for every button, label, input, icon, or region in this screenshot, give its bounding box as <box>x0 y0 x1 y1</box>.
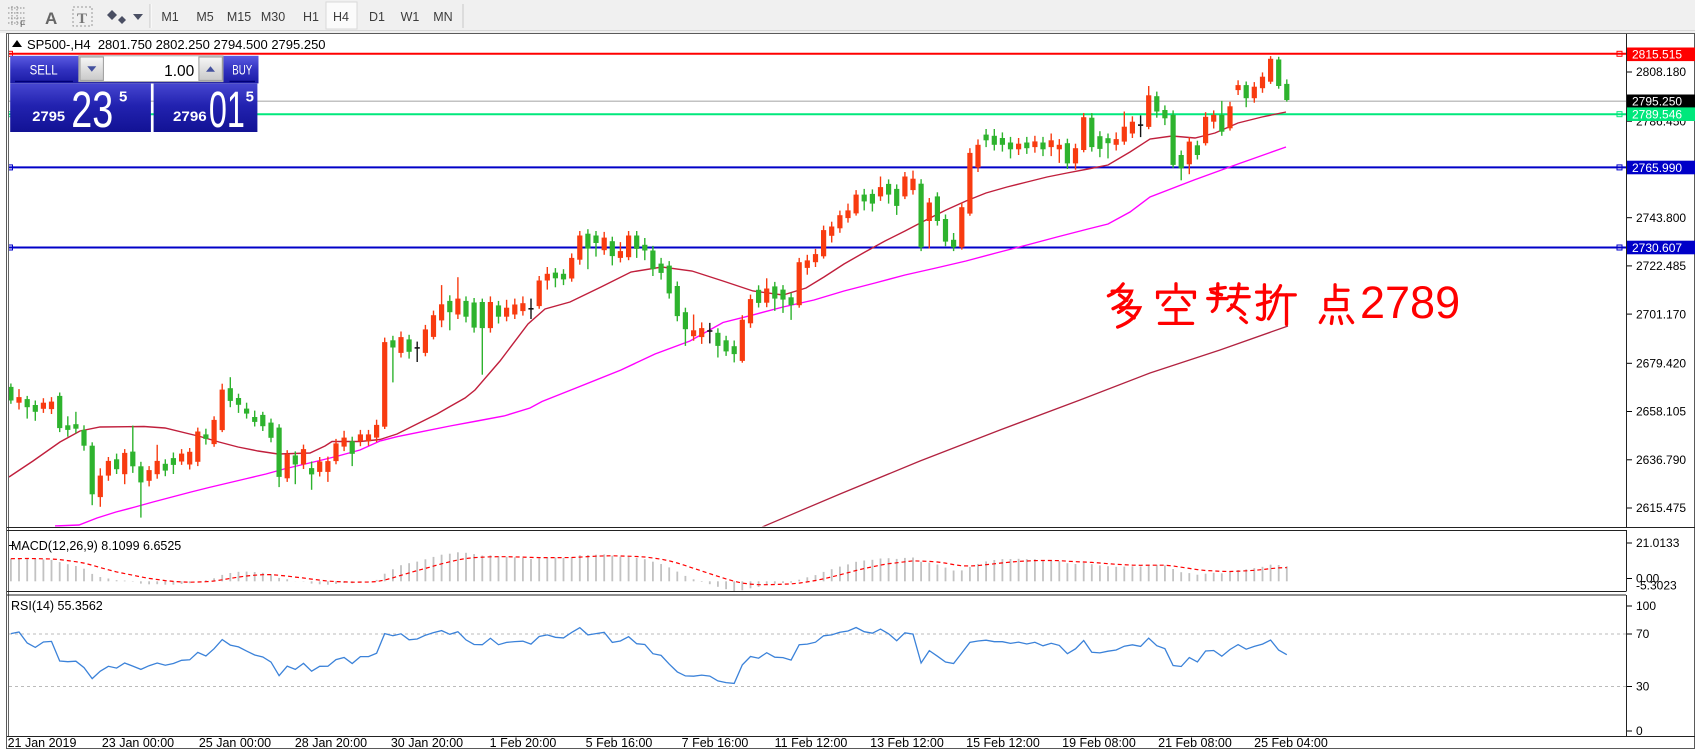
svg-text:2796: 2796 <box>173 108 207 124</box>
svg-text:W1: W1 <box>401 10 420 24</box>
svg-text:5: 5 <box>246 88 254 105</box>
svg-text:30 Jan 20:00: 30 Jan 20:00 <box>391 736 463 749</box>
svg-text:2808.180: 2808.180 <box>1636 65 1686 79</box>
svg-text:30: 30 <box>1636 680 1650 694</box>
svg-text:BUY: BUY <box>232 62 252 78</box>
svg-text:2795.250: 2795.250 <box>1632 95 1682 109</box>
svg-text:28 Jan 20:00: 28 Jan 20:00 <box>295 736 367 749</box>
svg-text:SELL: SELL <box>30 62 58 78</box>
svg-text:5 Feb 16:00: 5 Feb 16:00 <box>586 736 653 749</box>
svg-text:11 Feb 12:00: 11 Feb 12:00 <box>775 736 848 749</box>
svg-text:D1: D1 <box>369 10 385 24</box>
svg-text:2795: 2795 <box>32 108 65 124</box>
svg-text:23 Jan 00:00: 23 Jan 00:00 <box>102 736 174 749</box>
svg-text:-5.3023: -5.3023 <box>1636 579 1677 593</box>
svg-text:7 Feb 16:00: 7 Feb 16:00 <box>682 736 749 749</box>
svg-text:21 Jan 2019: 21 Jan 2019 <box>8 736 77 749</box>
svg-text:25 Feb 04:00: 25 Feb 04:00 <box>1254 736 1328 749</box>
svg-text:0: 0 <box>1636 724 1643 738</box>
svg-text:A: A <box>45 9 57 28</box>
svg-text:19 Feb 08:00: 19 Feb 08:00 <box>1062 736 1136 749</box>
svg-text:MACD(12,26,9) 8.1099 6.6525: MACD(12,26,9) 8.1099 6.6525 <box>11 539 181 553</box>
svg-text:M1: M1 <box>161 10 178 24</box>
svg-text:2658.105: 2658.105 <box>1636 405 1686 419</box>
svg-text:100: 100 <box>1636 599 1656 613</box>
svg-text:T: T <box>77 11 87 27</box>
svg-text:SP500-,H4 2801.750 2802.250 2: SP500-,H4 2801.750 2802.250 2794.500 279… <box>27 37 326 52</box>
svg-text:2722.485: 2722.485 <box>1636 259 1686 273</box>
svg-text:15 Feb 12:00: 15 Feb 12:00 <box>966 736 1040 749</box>
svg-text:2701.170: 2701.170 <box>1636 307 1686 321</box>
svg-text:1 Feb 20:00: 1 Feb 20:00 <box>490 736 557 749</box>
svg-text:13 Feb 12:00: 13 Feb 12:00 <box>870 736 944 749</box>
svg-text:RSI(14) 55.3562: RSI(14) 55.3562 <box>11 599 103 613</box>
svg-text:1.00: 1.00 <box>164 63 195 80</box>
svg-text:2765.990: 2765.990 <box>1632 161 1682 175</box>
svg-text:70: 70 <box>1636 627 1650 641</box>
svg-text:2789.546: 2789.546 <box>1632 108 1682 122</box>
svg-text:H4: H4 <box>333 10 349 24</box>
svg-text:M5: M5 <box>196 10 213 24</box>
svg-text:M15: M15 <box>227 10 251 24</box>
svg-text:H1: H1 <box>303 10 319 24</box>
svg-text:23: 23 <box>71 81 113 138</box>
svg-text:2789: 2789 <box>1360 277 1460 328</box>
svg-text:21.0133: 21.0133 <box>1636 536 1680 550</box>
svg-text:2679.420: 2679.420 <box>1636 357 1686 371</box>
svg-text:2730.607: 2730.607 <box>1632 241 1682 255</box>
svg-text:2743.800: 2743.800 <box>1636 211 1686 225</box>
svg-text:0.00: 0.00 <box>1636 572 1660 586</box>
svg-text:21 Feb 08:00: 21 Feb 08:00 <box>1158 736 1232 749</box>
svg-text:01: 01 <box>209 81 245 138</box>
svg-text:M30: M30 <box>261 10 285 24</box>
svg-text:25 Jan 00:00: 25 Jan 00:00 <box>199 736 271 749</box>
svg-text:2636.790: 2636.790 <box>1636 453 1686 467</box>
svg-text:2815.515: 2815.515 <box>1632 48 1682 62</box>
svg-text:5: 5 <box>119 88 127 105</box>
svg-text:2615.475: 2615.475 <box>1636 501 1686 515</box>
svg-text:F: F <box>20 19 26 29</box>
svg-text:MN: MN <box>433 10 452 24</box>
